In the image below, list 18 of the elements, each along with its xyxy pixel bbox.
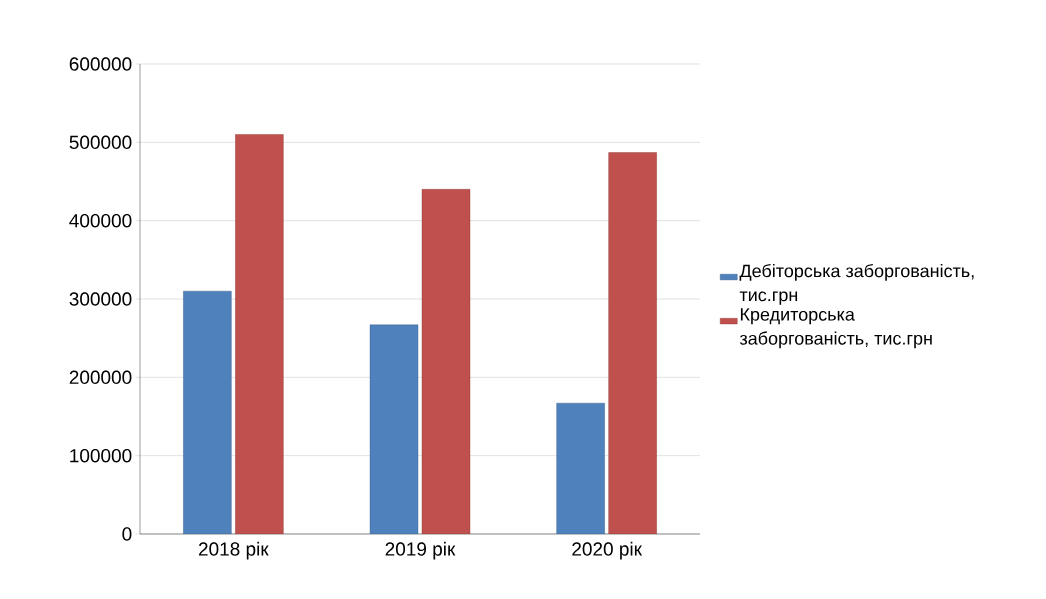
y-tick-label: 0 — [122, 527, 132, 541]
legend-label: Кредиторська заборгованість, тис.грн — [739, 308, 932, 349]
legend-label: Дебіторська заборгованість, тис.грн — [739, 263, 974, 305]
bar — [235, 134, 284, 534]
y-tick-label: 600000 — [69, 57, 132, 71]
bar — [369, 324, 419, 534]
bar — [608, 152, 657, 534]
bar — [556, 402, 605, 534]
bar — [421, 189, 471, 534]
x-tick-label: 2018 рік — [198, 541, 269, 560]
y-tick-label: 500000 — [69, 135, 132, 150]
y-tick-label: 100000 — [70, 448, 132, 463]
y-tick-label: 400000 — [69, 213, 132, 228]
y-tick-label: 200000 — [69, 370, 132, 385]
x-tick-label: 2020 рік — [572, 541, 643, 560]
x-tick-label: 2019 рік — [385, 541, 456, 560]
y-tick-label: 300000 — [69, 292, 132, 306]
bar — [183, 290, 232, 534]
